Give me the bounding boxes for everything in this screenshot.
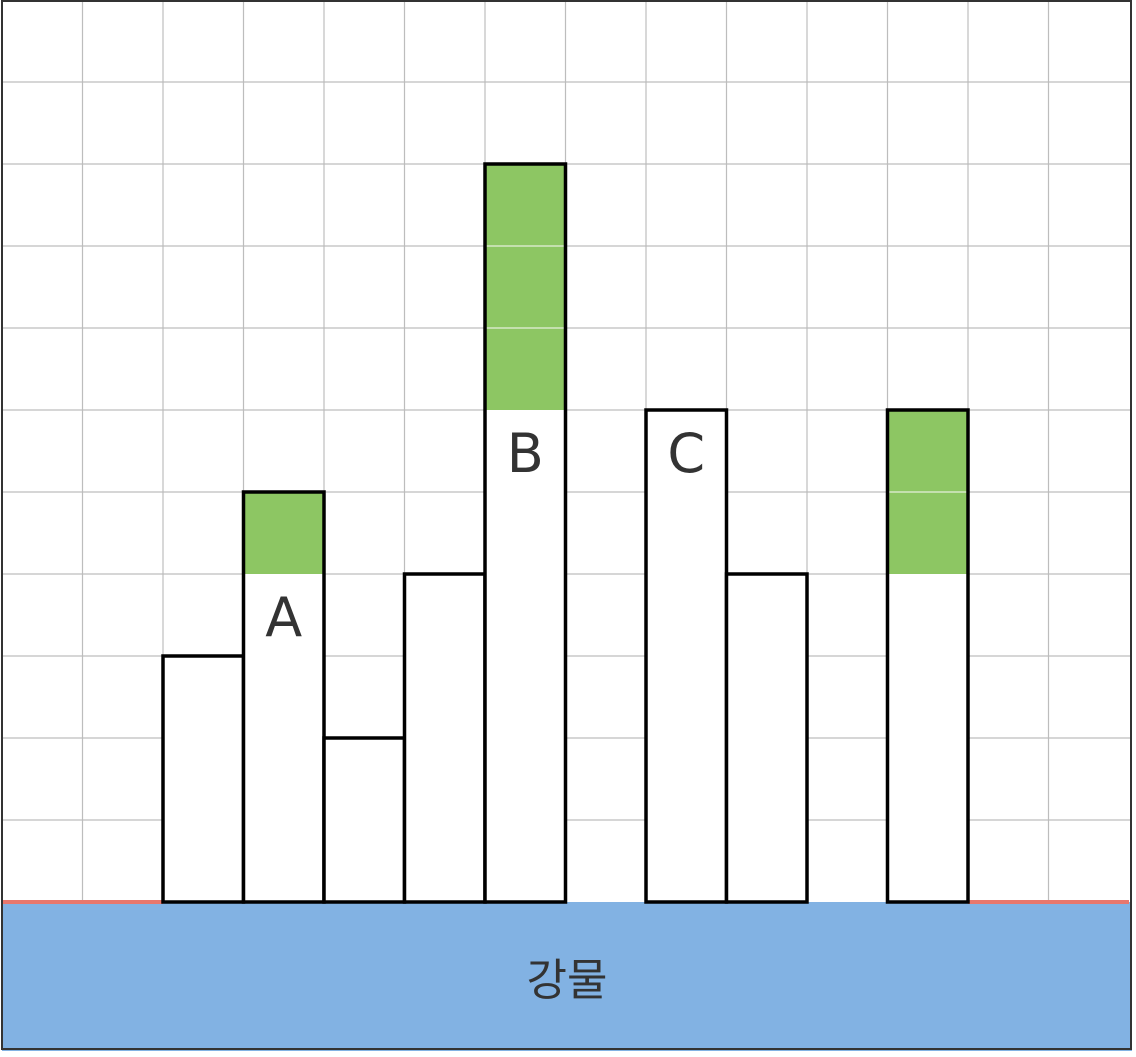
buildings: A B C bbox=[161, 162, 970, 904]
building-outline bbox=[885, 408, 970, 904]
building bbox=[724, 572, 809, 904]
building bbox=[322, 736, 407, 904]
building: B bbox=[483, 162, 568, 904]
building-label-c: C bbox=[667, 422, 705, 485]
building: C bbox=[644, 408, 729, 904]
building-highlight bbox=[243, 492, 324, 574]
building-body bbox=[646, 410, 727, 902]
building-label-a: A bbox=[265, 586, 302, 649]
building bbox=[885, 408, 970, 904]
building-body bbox=[324, 738, 405, 902]
river: 강물 bbox=[2, 902, 1132, 1051]
building-outline bbox=[724, 572, 809, 904]
building-body bbox=[726, 574, 807, 902]
building: A bbox=[241, 490, 326, 904]
building-outline bbox=[483, 162, 568, 904]
building bbox=[161, 654, 246, 904]
building-outline bbox=[241, 490, 326, 904]
building-highlight bbox=[485, 164, 566, 410]
river-water bbox=[2, 902, 1132, 1051]
building-label-b: B bbox=[507, 422, 544, 485]
building-body bbox=[163, 656, 244, 902]
building bbox=[402, 572, 487, 904]
building-body bbox=[404, 574, 485, 902]
river-label: 강물 bbox=[527, 955, 608, 1006]
